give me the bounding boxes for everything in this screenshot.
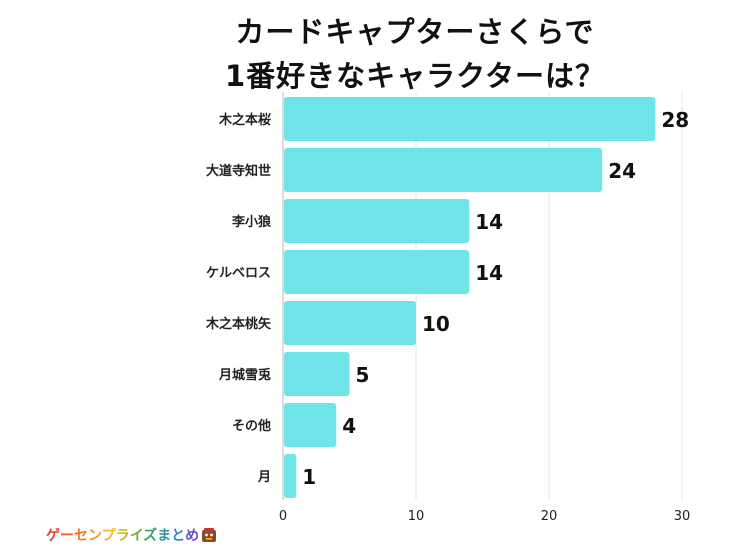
site-logo-text: ゲーセンプライズまとめ [46,525,199,545]
bar [284,250,470,294]
bar [284,148,603,192]
category-label: その他 [232,418,271,434]
value-label: 14 [475,210,503,234]
chart-title-line-2: 1番好きなキャラクターは？ [224,59,606,93]
value-label: 4 [342,414,356,438]
x-tick-label: 20 [541,509,558,524]
category-label: 月 [257,470,271,485]
bar [284,199,470,243]
mascot-icon [202,528,217,542]
chart-title: カードキャプターさくらで 1番好きなキャラクターは？ [0,10,737,98]
x-tick-label: 10 [408,509,425,524]
value-label: 1 [302,465,316,489]
bar [284,403,337,447]
value-label: 24 [608,159,636,183]
x-tick-label: 30 [674,509,691,524]
category-label: 李小狼 [231,214,272,230]
value-label: 28 [661,108,689,132]
category-label: ケルベロス [206,266,271,281]
value-label: 14 [475,261,503,285]
value-label: 5 [356,363,370,387]
site-logo: ゲーセンプライズまとめ [46,524,217,546]
bar [284,301,416,345]
category-label: 大道寺知世 [206,163,271,179]
category-label: 木之本桃矢 [205,316,272,332]
bar [284,97,656,141]
chart-title-line-1: カードキャプターさくらで [235,15,595,49]
category-label: 木之本桜 [218,112,271,128]
value-label: 10 [422,312,450,336]
x-tick-label: 0 [279,509,287,524]
category-label: 月城雪兎 [218,367,271,383]
bar [284,454,297,498]
bar [284,352,350,396]
